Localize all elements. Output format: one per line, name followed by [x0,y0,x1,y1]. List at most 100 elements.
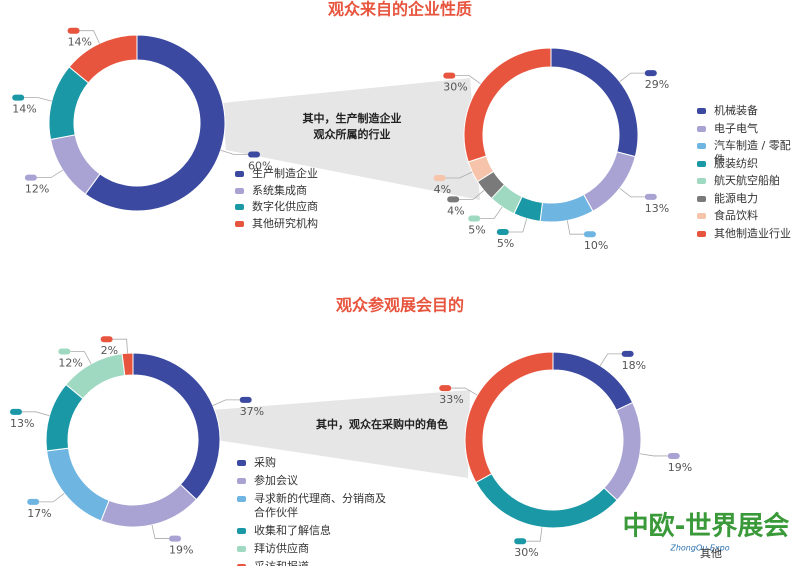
value-label: 30% [514,546,538,559]
value-label: 13% [10,417,34,430]
leader-line [566,220,584,235]
leader-line [24,97,52,102]
value-label: 4% [434,183,451,196]
value-label: 33% [439,393,463,406]
leader-line [112,338,128,354]
legend-label: 电子电气 [714,121,758,135]
legend-item: 生产制造企业 [235,167,318,181]
legend-marker [237,528,246,534]
donut-slice [121,352,134,377]
value-label: 30% [443,81,467,94]
legend-label: 数字化供应商 [252,200,318,213]
leader-line [212,399,240,406]
legend-marker [237,478,246,484]
legend-item: 机械装备 [697,104,758,118]
legend-marker [235,187,244,194]
value-label: 19% [668,461,692,474]
label-marker [12,94,25,101]
label-marker [24,174,37,181]
annotation: 其中，观众在采购中的角色 [316,417,448,431]
callout-wedge [212,390,470,478]
value-label: 14% [68,36,92,49]
leader-line [480,206,503,219]
value-label: 5% [468,224,485,237]
value-label: 29% [645,78,669,91]
legend-item: 其他 [700,547,722,561]
legend-item: 寻求新的代理商、分销商及合作伙伴 [237,492,387,520]
legend-item: 采访和报道 [237,560,309,566]
legend-label: 其他 [700,547,722,560]
legend-marker [697,195,706,202]
legend-marker [235,204,244,210]
legend-marker [697,178,706,184]
legend-label: 寻求新的代理商、分销商及合作伙伴 [254,492,386,519]
legend-marker [235,171,244,177]
legend-label: 其他制造业行业 [714,226,791,240]
leader-line [70,351,92,364]
value-label: 5% [497,237,514,250]
legend-item: 拜访供应商 [237,542,309,556]
legend-marker [697,213,706,219]
legend-item: 电子电气 [697,122,758,136]
leader-line [79,30,100,44]
legend-item: 数字化供应商 [235,200,318,214]
value-label: 19% [169,544,193,557]
legend-marker [237,546,246,552]
leader-line [220,149,249,155]
section-title: 观众参观展会目的 [336,296,464,315]
value-label: 13% [645,202,669,215]
legend-item: 采购 [237,456,276,470]
legend-item: 参加会议 [237,474,298,488]
label-marker [644,193,657,200]
label-marker [10,408,23,415]
label-marker [239,396,252,403]
label-marker [468,215,481,222]
value-label: 12% [25,183,49,196]
legend-label: 服装纺织 [714,156,758,170]
leader-line [36,169,63,179]
legend-item: 其他研究机构 [235,217,318,231]
value-label: 4% [447,204,464,217]
legend-label: 汽车制造 / 零配件 [714,139,791,166]
legend-label: 其他研究机构 [252,216,318,230]
callout-wedge [222,78,480,200]
legend-marker [697,230,706,237]
legend-marker [237,460,246,466]
value-label: 14% [12,103,36,116]
label-marker [67,27,80,34]
value-label: 17% [27,507,51,520]
label-marker [248,151,261,158]
legend-marker [697,125,706,132]
donut-slice [550,47,639,158]
value-label: 10% [584,239,608,252]
label-marker [621,350,634,357]
donut-slice [603,401,642,501]
annotation: 观众所属的行业 [314,127,391,141]
value-label: 12% [58,356,82,369]
legend-item: 系统集成商 [235,184,307,198]
legend-marker [697,160,706,167]
label-marker [667,452,680,459]
legend-marker [697,143,706,149]
section-title: 观众来自的企业性质 [328,0,472,19]
value-label: 2% [101,344,118,357]
legend-marker [237,496,246,502]
legend-label: 收集和了解信息 [254,524,331,537]
legend-marker [237,564,246,566]
leader-line [151,524,170,539]
label-marker [447,196,460,203]
legend-item: 食品饮料 [697,209,758,223]
legend-label: 能源电力 [714,191,758,205]
donut-slice [100,483,198,528]
label-marker [169,535,182,542]
donut-slice [475,473,618,529]
leader-line [508,218,528,233]
leader-line [445,171,473,179]
donut-slice [84,34,226,212]
legend-label: 机械装备 [714,104,758,117]
legend-marker [697,108,706,114]
donut-slice [464,351,554,484]
legend-label: 航天航空船舶 [714,174,780,187]
donut-slice [132,352,221,501]
